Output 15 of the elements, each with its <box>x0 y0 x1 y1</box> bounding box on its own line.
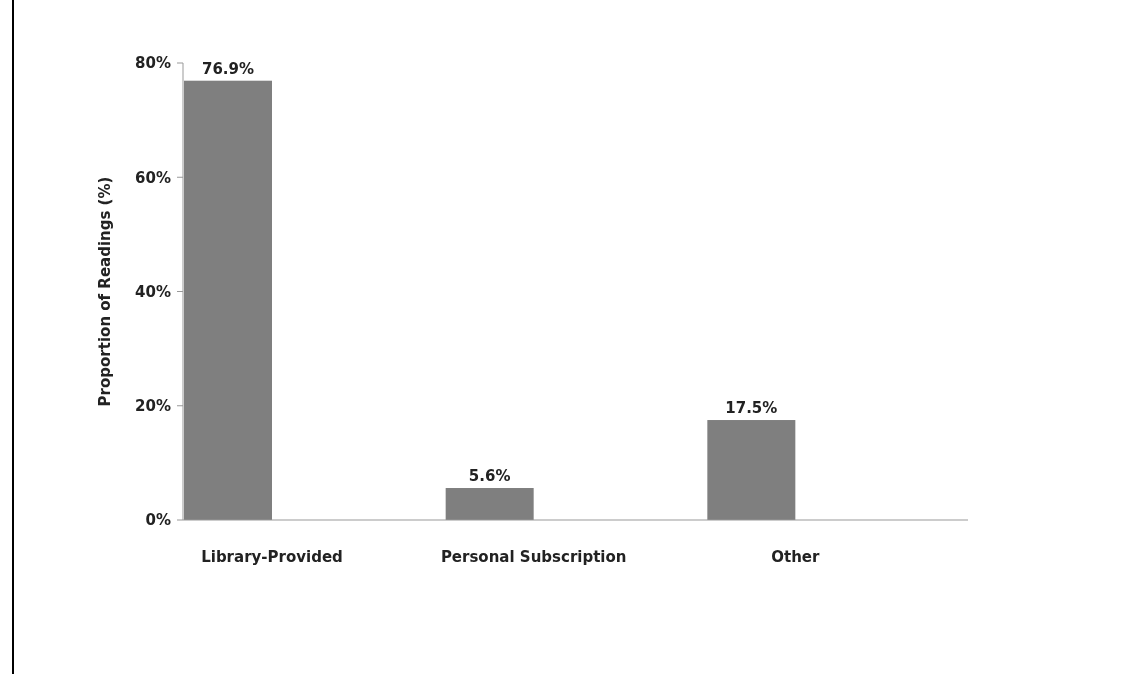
x-tick-label: Personal Subscription <box>440 548 627 566</box>
bar <box>445 488 534 520</box>
x-tick-label: Other <box>771 548 821 566</box>
bar <box>707 420 796 520</box>
data-label: 5.6% <box>468 467 511 486</box>
y-tick-label: 20% <box>135 397 171 415</box>
y-axis-title: Proportion of Readings (%) <box>96 176 114 407</box>
y-tick-label: 60% <box>135 168 171 187</box>
bar <box>184 80 272 520</box>
y-tick-label: 0% <box>145 511 171 530</box>
data-label: 76.9% <box>201 59 255 78</box>
y-tick-label: 80% <box>135 54 171 73</box>
data-label: 17.5% <box>725 399 778 418</box>
y-tick-label: 40% <box>135 282 171 301</box>
x-tick-label: Library-Provided <box>201 548 343 566</box>
